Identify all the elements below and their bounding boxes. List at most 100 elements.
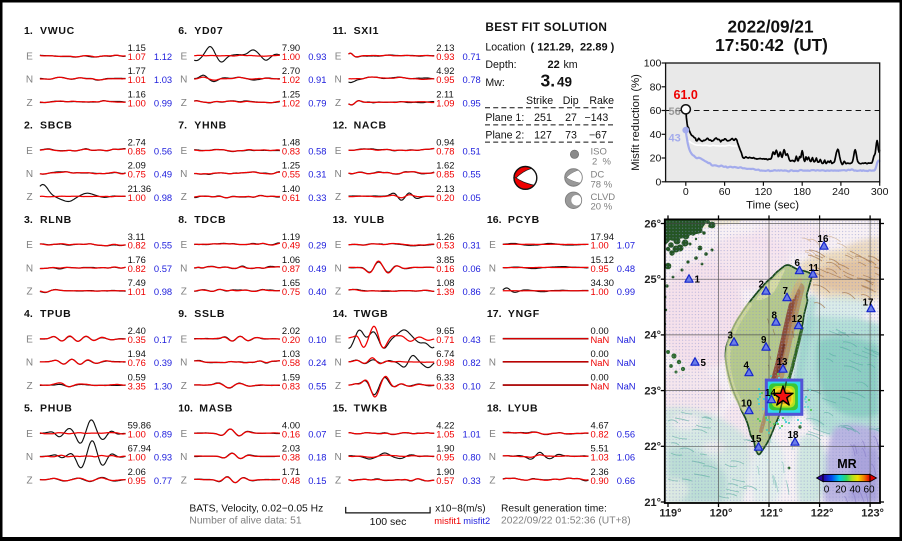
svg-text:0.90: 0.90 [591, 475, 609, 486]
svg-text:0.95: 0.95 [436, 74, 454, 85]
svg-text:251: 251 [534, 112, 552, 124]
svg-text:80: 80 [650, 81, 662, 93]
svg-text:21°: 21° [644, 497, 661, 509]
svg-text:N: N [334, 358, 341, 369]
svg-text:60: 60 [650, 105, 662, 117]
svg-text:4.: 4. [24, 308, 33, 320]
svg-text:N: N [180, 452, 187, 463]
svg-text:0.05: 0.05 [463, 192, 481, 203]
svg-text:300: 300 [871, 186, 889, 198]
svg-text:Z: Z [181, 192, 187, 203]
svg-text:121°: 121° [760, 508, 783, 520]
svg-text:Plane 2:: Plane 2: [485, 130, 524, 142]
svg-text:17:50:42 (UT): 17:50:42 (UT) [715, 35, 828, 55]
svg-text:0.49: 0.49 [282, 240, 300, 251]
svg-text:km: km [564, 59, 578, 71]
svg-text:N: N [489, 358, 496, 369]
svg-text:1.03: 1.03 [591, 452, 609, 463]
svg-text:Z: Z [335, 98, 341, 109]
svg-text:3.: 3. [24, 214, 33, 226]
svg-text:12.: 12. [333, 119, 348, 131]
svg-text:6.: 6. [178, 25, 187, 37]
svg-text:8: 8 [772, 311, 778, 322]
svg-text:0.55: 0.55 [154, 240, 172, 251]
svg-text:27: 27 [565, 112, 577, 124]
svg-text:0.16: 0.16 [436, 263, 454, 274]
svg-text:x10−8(m/s): x10−8(m/s) [435, 503, 485, 514]
svg-text:0.76: 0.76 [128, 357, 146, 368]
svg-text:61.0: 61.0 [674, 88, 698, 102]
svg-text:0.18: 0.18 [308, 452, 326, 463]
svg-text:0.55: 0.55 [463, 169, 481, 180]
svg-text:N: N [489, 263, 496, 274]
svg-text:E: E [180, 146, 187, 157]
svg-text:Z: Z [335, 192, 341, 203]
svg-text:0.85: 0.85 [436, 169, 454, 180]
svg-text:22°: 22° [644, 441, 661, 453]
svg-text:18: 18 [788, 430, 799, 441]
svg-text:0.57: 0.57 [436, 475, 454, 486]
svg-text:0.99: 0.99 [617, 286, 635, 297]
svg-text:Dip: Dip [563, 95, 579, 107]
svg-text:E: E [335, 429, 342, 440]
svg-text:−143: −143 [584, 112, 608, 124]
svg-text:PHUB: PHUB [40, 403, 73, 415]
svg-text:E: E [335, 240, 342, 251]
svg-text:BATS, Velocity, 0.02−0.05 Hz: BATS, Velocity, 0.02−0.05 Hz [189, 503, 323, 514]
svg-text:0.79: 0.79 [308, 97, 326, 108]
svg-text:1.02: 1.02 [282, 97, 300, 108]
svg-text:11.: 11. [333, 25, 347, 37]
svg-text:0.91: 0.91 [308, 74, 326, 85]
svg-text:Plane 1:: Plane 1: [485, 112, 524, 124]
svg-text:Z: Z [181, 475, 187, 486]
svg-text:0.48: 0.48 [282, 475, 300, 486]
svg-text:NaN: NaN [591, 357, 610, 368]
svg-text:0.49: 0.49 [154, 169, 172, 180]
svg-text:0.85: 0.85 [128, 145, 146, 156]
svg-text:E: E [180, 240, 187, 251]
svg-text:0.56: 0.56 [617, 428, 635, 439]
svg-text:20 %: 20 % [591, 202, 613, 213]
svg-text:0.33: 0.33 [436, 380, 454, 391]
svg-text:0: 0 [824, 484, 830, 495]
svg-text:26°: 26° [644, 218, 661, 230]
svg-text:Z: Z [335, 475, 341, 486]
svg-text:1.00: 1.00 [128, 97, 146, 108]
svg-text:1.30: 1.30 [154, 380, 172, 391]
svg-text:120: 120 [755, 186, 773, 198]
svg-text:E: E [26, 335, 33, 346]
svg-text:0.83: 0.83 [282, 145, 300, 156]
svg-text:8.: 8. [178, 214, 187, 226]
svg-text:0.07: 0.07 [308, 428, 326, 439]
svg-text:0.16: 0.16 [282, 428, 300, 439]
svg-text:VWUC: VWUC [40, 25, 75, 37]
svg-text:0.51: 0.51 [463, 145, 481, 156]
svg-text:1.00: 1.00 [128, 452, 146, 463]
svg-text:0.93: 0.93 [308, 51, 326, 62]
svg-text:127: 127 [534, 130, 552, 142]
svg-text:40: 40 [650, 129, 662, 141]
svg-text:TWKB: TWKB [354, 403, 388, 415]
svg-text:15.: 15. [333, 403, 348, 415]
svg-text:40: 40 [849, 484, 861, 495]
svg-text:100 sec: 100 sec [370, 516, 407, 528]
svg-text:9: 9 [761, 335, 767, 346]
svg-text:1.00: 1.00 [128, 428, 146, 439]
svg-text:1.07: 1.07 [128, 51, 146, 62]
svg-text:E: E [335, 52, 342, 63]
svg-text:YD07: YD07 [194, 25, 223, 37]
svg-text:N: N [489, 452, 496, 463]
svg-text:Mw:: Mw: [485, 77, 504, 89]
svg-text:0.10: 0.10 [463, 380, 481, 391]
svg-text:NaN: NaN [617, 334, 636, 345]
svg-text:100: 100 [644, 58, 662, 70]
svg-text:0.24: 0.24 [308, 357, 326, 368]
svg-text:TPUB: TPUB [40, 308, 71, 320]
svg-text:1.06: 1.06 [617, 452, 635, 463]
svg-text:15: 15 [751, 434, 762, 445]
svg-text:TDCB: TDCB [194, 214, 226, 226]
svg-text:Z: Z [489, 381, 495, 392]
svg-text:0.98: 0.98 [436, 357, 454, 368]
svg-text:N: N [180, 358, 187, 369]
svg-text:119°: 119° [659, 508, 681, 520]
